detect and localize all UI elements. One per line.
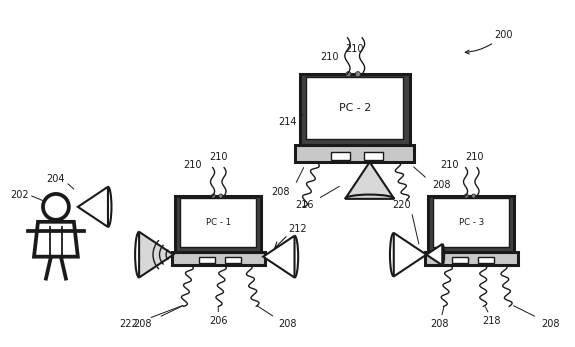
Text: 206: 206 <box>209 316 228 327</box>
Polygon shape <box>181 198 256 247</box>
Polygon shape <box>363 152 384 160</box>
Polygon shape <box>306 77 403 139</box>
Text: 212: 212 <box>289 224 307 234</box>
Text: 208: 208 <box>271 187 289 197</box>
Circle shape <box>355 71 361 77</box>
Polygon shape <box>453 257 468 263</box>
Polygon shape <box>296 145 414 162</box>
Text: 222: 222 <box>119 319 138 329</box>
Text: PC - 1: PC - 1 <box>206 218 231 227</box>
Text: 208: 208 <box>432 180 451 190</box>
Polygon shape <box>78 187 108 227</box>
Circle shape <box>218 194 223 198</box>
Polygon shape <box>263 236 294 278</box>
Polygon shape <box>331 152 350 160</box>
Text: 210: 210 <box>346 44 364 54</box>
Text: 218: 218 <box>482 316 500 327</box>
Text: 216: 216 <box>296 200 314 210</box>
Text: 210: 210 <box>321 52 339 62</box>
Text: 210: 210 <box>440 160 459 170</box>
Polygon shape <box>200 257 215 263</box>
Polygon shape <box>434 198 509 247</box>
Text: 202: 202 <box>10 190 28 200</box>
Text: 210: 210 <box>209 152 228 162</box>
Circle shape <box>346 71 351 77</box>
Polygon shape <box>428 196 514 252</box>
Text: 208: 208 <box>542 319 560 329</box>
Text: 214: 214 <box>279 117 297 127</box>
Polygon shape <box>139 232 174 278</box>
Text: PC - 2: PC - 2 <box>339 103 371 113</box>
Text: 208: 208 <box>430 319 449 329</box>
Polygon shape <box>175 196 261 252</box>
Polygon shape <box>478 257 493 263</box>
Text: 220: 220 <box>392 200 411 210</box>
Circle shape <box>472 194 476 198</box>
Text: 208: 208 <box>133 319 152 329</box>
Circle shape <box>465 194 469 198</box>
Polygon shape <box>394 233 427 277</box>
Text: 210: 210 <box>183 160 202 170</box>
Polygon shape <box>225 257 240 263</box>
Polygon shape <box>425 252 518 265</box>
Polygon shape <box>300 74 409 145</box>
Polygon shape <box>427 244 442 265</box>
Polygon shape <box>345 162 394 199</box>
Text: 200: 200 <box>465 29 513 54</box>
Text: 210: 210 <box>465 152 484 162</box>
Polygon shape <box>172 252 264 265</box>
Circle shape <box>212 194 216 198</box>
Text: 208: 208 <box>279 319 297 329</box>
Text: 204: 204 <box>47 174 65 184</box>
Text: PC - 3: PC - 3 <box>459 218 484 227</box>
